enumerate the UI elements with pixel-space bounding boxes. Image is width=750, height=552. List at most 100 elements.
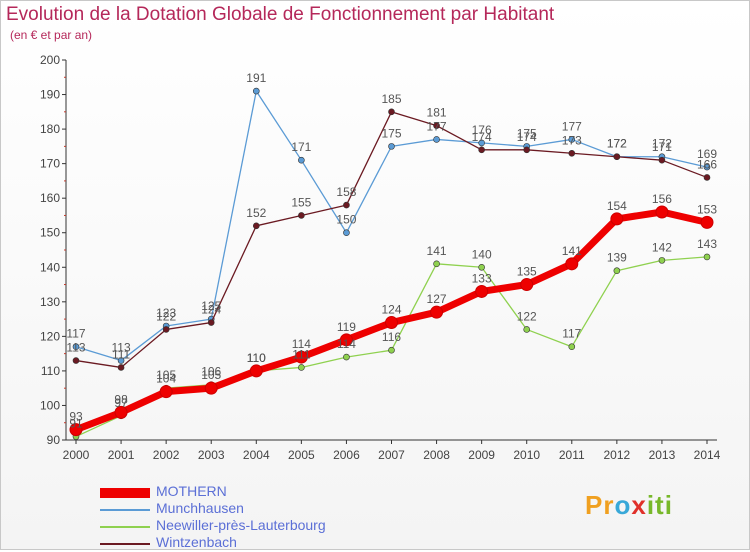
data-label: 142 bbox=[652, 240, 672, 254]
data-label: 169 bbox=[697, 147, 717, 161]
data-label: 111 bbox=[112, 347, 131, 361]
data-label: 174 bbox=[517, 130, 537, 144]
y-tick-label: 170 bbox=[40, 157, 60, 171]
data-point bbox=[72, 343, 80, 351]
data-label: 175 bbox=[517, 126, 537, 140]
x-tick-label: 2010 bbox=[513, 448, 540, 462]
data-point bbox=[523, 326, 531, 333]
data-label: 105 bbox=[201, 368, 221, 382]
chart-subtitle: (en € et par an) bbox=[10, 28, 93, 42]
data-point bbox=[69, 423, 83, 437]
data-point bbox=[388, 108, 395, 116]
data-label: 93 bbox=[69, 410, 83, 424]
series-line-neewiller-pr-s-lauterbourg bbox=[75, 256, 708, 438]
data-point bbox=[703, 253, 711, 261]
data-point bbox=[298, 364, 305, 371]
data-point bbox=[207, 319, 215, 326]
data-label: 117 bbox=[66, 327, 85, 341]
data-point bbox=[565, 257, 579, 271]
data-label: 176 bbox=[472, 123, 492, 137]
data-label: 191 bbox=[246, 71, 266, 85]
data-label: 122 bbox=[156, 309, 176, 323]
data-point bbox=[520, 278, 534, 292]
data-label: 154 bbox=[607, 199, 627, 213]
data-point bbox=[343, 353, 350, 361]
legend-swatch bbox=[100, 543, 150, 545]
legend-swatch bbox=[100, 526, 150, 528]
data-label: 141 bbox=[562, 244, 582, 258]
data-label: 113 bbox=[66, 341, 85, 355]
data-point bbox=[343, 201, 350, 209]
data-label: 113 bbox=[112, 341, 131, 355]
data-point bbox=[159, 385, 173, 399]
data-label: 158 bbox=[336, 185, 356, 199]
data-point bbox=[475, 284, 489, 298]
data-label: 110 bbox=[247, 351, 266, 365]
data-label: 97 bbox=[114, 396, 128, 410]
data-point bbox=[117, 357, 125, 364]
legend-label: MOTHERN bbox=[156, 483, 227, 499]
data-label: 124 bbox=[381, 303, 401, 317]
data-point bbox=[655, 205, 669, 219]
data-label: 171 bbox=[291, 140, 311, 154]
data-label: 172 bbox=[607, 137, 627, 151]
data-label: 104 bbox=[156, 372, 176, 386]
y-tick-label: 190 bbox=[40, 88, 60, 102]
x-tick-label: 2007 bbox=[378, 448, 405, 462]
y-tick-label: 160 bbox=[40, 191, 60, 205]
x-tick-label: 2003 bbox=[198, 448, 225, 462]
data-label: 135 bbox=[517, 265, 537, 279]
data-label: 117 bbox=[562, 327, 581, 341]
x-tick-label: 2014 bbox=[694, 448, 721, 462]
y-tick-label: 130 bbox=[40, 295, 60, 309]
data-point bbox=[703, 163, 711, 171]
y-tick-label: 90 bbox=[47, 433, 61, 447]
data-label: 139 bbox=[607, 251, 627, 265]
y-tick-label: 100 bbox=[40, 398, 60, 412]
logo-part-4: iti bbox=[646, 490, 673, 520]
y-tick-label: 120 bbox=[40, 329, 60, 343]
logo-part-1: Pr bbox=[585, 490, 615, 520]
data-point bbox=[385, 316, 398, 330]
y-tick-label: 180 bbox=[40, 122, 60, 136]
data-label: 150 bbox=[336, 213, 356, 227]
data-label: 175 bbox=[381, 126, 401, 140]
y-tick-label: 200 bbox=[40, 53, 60, 67]
data-label: 156 bbox=[652, 192, 672, 206]
data-label: 177 bbox=[562, 119, 582, 133]
data-point bbox=[613, 267, 621, 275]
x-tick-label: 2002 bbox=[153, 448, 180, 462]
data-point bbox=[252, 87, 260, 95]
data-label: 172 bbox=[607, 137, 627, 151]
data-point bbox=[433, 122, 440, 129]
data-point bbox=[430, 305, 444, 319]
data-point bbox=[114, 405, 128, 419]
data-label: 125 bbox=[201, 299, 221, 313]
data-label: 171 bbox=[652, 140, 672, 154]
data-point bbox=[252, 222, 260, 230]
y-tick-label: 150 bbox=[40, 226, 60, 240]
legend-label: Wintzenbach bbox=[156, 534, 237, 550]
data-point bbox=[249, 364, 263, 378]
legend-item: MOTHERN bbox=[100, 483, 460, 501]
data-label: 91 bbox=[69, 417, 83, 431]
x-tick-label: 2011 bbox=[559, 448, 585, 462]
data-label: 122 bbox=[517, 309, 537, 323]
data-label: 123 bbox=[156, 306, 176, 320]
x-tick-label: 2004 bbox=[243, 448, 270, 462]
data-label: 127 bbox=[427, 292, 447, 306]
data-label: 111 bbox=[292, 347, 311, 361]
y-tick-label: 140 bbox=[40, 260, 60, 274]
data-label: 174 bbox=[472, 130, 492, 144]
legend-label: Munchhausen bbox=[156, 500, 244, 516]
x-tick-label: 2012 bbox=[604, 448, 631, 462]
data-point bbox=[388, 346, 395, 354]
x-tick-label: 2005 bbox=[288, 448, 315, 462]
data-point bbox=[339, 333, 353, 347]
data-point bbox=[658, 156, 666, 164]
proxiti-logo: Proxiti bbox=[585, 490, 673, 521]
data-point bbox=[478, 139, 485, 147]
data-point bbox=[613, 153, 621, 161]
data-label: 173 bbox=[562, 133, 582, 147]
